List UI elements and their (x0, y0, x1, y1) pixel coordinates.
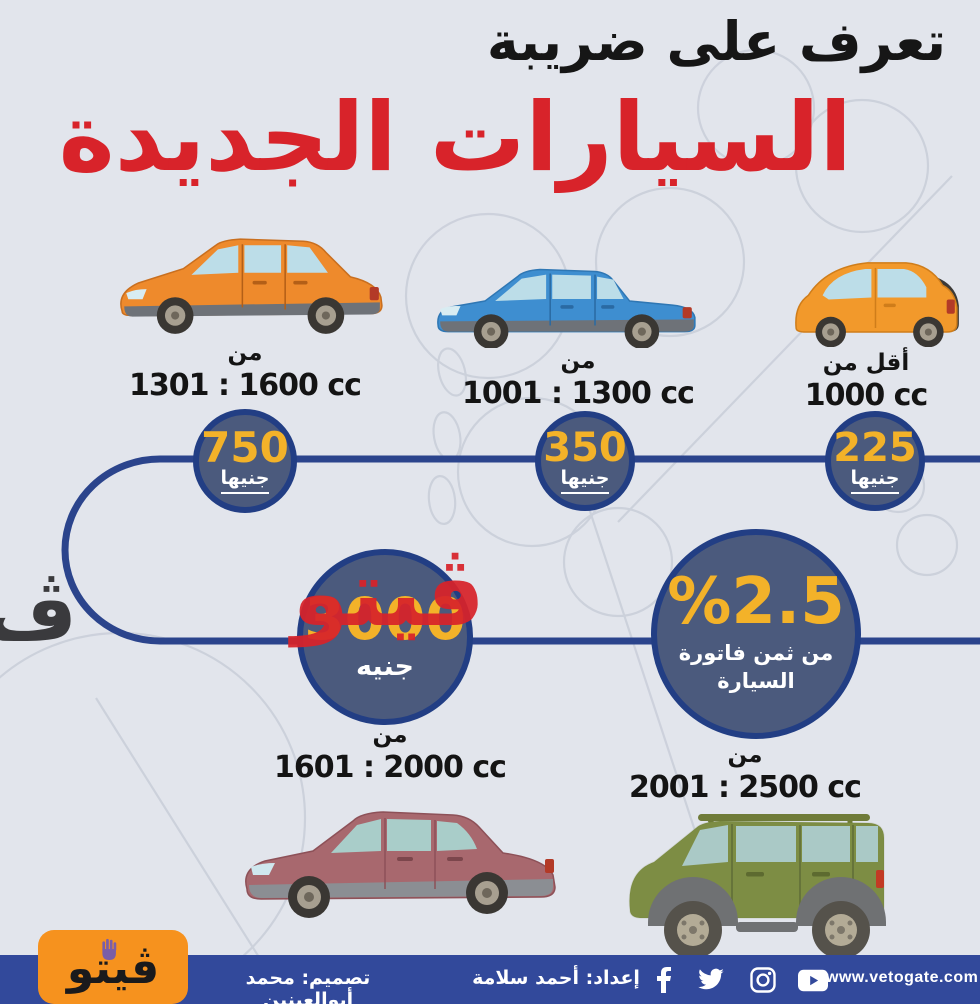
range-value: 1000 cc (804, 378, 929, 413)
youtube-icon[interactable] (798, 965, 828, 995)
tax-badge-2-5-percent: %2.5 من ثمن فاتورة السيارة (651, 529, 861, 739)
design-credit: تصميم: محمد أبوالعينين (245, 967, 371, 1004)
instagram-icon[interactable] (748, 965, 778, 995)
tax-badge-750: 750 جنيها (193, 409, 297, 513)
sedan-car-graphic (437, 268, 696, 348)
city-car-graphic (795, 262, 959, 347)
range-value: 1301 : 1600 cc (129, 368, 362, 403)
tax-unit: جنيها (560, 467, 610, 494)
engine-range-1001-1300: من 1001 : 1300 cc (453, 348, 703, 411)
tax-amount: %2.5 (667, 565, 845, 640)
title-line-2: السيارات الجديدة (58, 83, 854, 193)
tax-badge-225: 225 جنيها (825, 411, 925, 511)
facebook-icon[interactable] (648, 965, 678, 995)
prepared-by-credit: إعداد: أحمد سلامة (472, 967, 640, 989)
engine-range-2001-2500: من 2001 : 2500 cc (620, 742, 870, 805)
engine-range-1301-1600: من 1301 : 1600 cc (120, 340, 370, 403)
range-prefix: من (372, 722, 408, 748)
tax-unit: من ثمن فاتورة السيارة (678, 641, 834, 694)
range-prefix: من (560, 348, 596, 374)
title-line-1: تعرف على ضريبة (486, 10, 946, 73)
range-prefix: من (727, 742, 763, 768)
engine-range-1601-2000: من 1601 : 2000 cc (265, 722, 515, 785)
tax-amount: 750 (201, 422, 289, 472)
jeep-car-graphic (628, 814, 886, 959)
tax-badge-350: 350 جنيها (535, 411, 635, 511)
veto-watermark-partial-letter: ڤ (0, 565, 77, 658)
tax-unit: جنيه (356, 651, 414, 683)
range-value: 1601 : 2000 cc (274, 750, 507, 785)
tax-amount: 350 (543, 424, 627, 471)
tax-unit: جنيها (220, 467, 270, 495)
website-url[interactable]: www.vetogate.com (826, 969, 979, 986)
crossover-car-graphic (245, 811, 556, 918)
veto-logo-watermark: ڤيتو (292, 540, 486, 647)
range-prefix: أقل من (822, 350, 910, 376)
hand-icon (102, 938, 117, 960)
range-value: 2001 : 2500 cc (629, 770, 862, 805)
tax-unit: جنيها (850, 467, 900, 494)
engine-range-under-1000: أقل من 1000 cc (766, 350, 966, 413)
minivan-car-graphic (120, 238, 383, 334)
range-value: 1001 : 1300 cc (462, 376, 695, 411)
vetogate-logo[interactable]: ڤيتو (38, 930, 188, 1004)
range-prefix: من (227, 340, 263, 366)
twitter-icon[interactable] (696, 965, 726, 995)
tax-amount: 225 (833, 424, 917, 471)
